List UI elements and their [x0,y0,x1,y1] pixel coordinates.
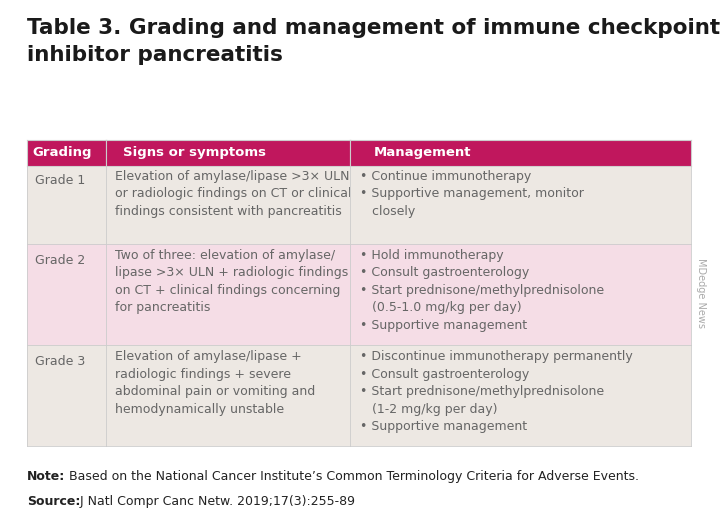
Text: Elevation of amylase/lipase >3× ULN
or radiologic findings on CT or clinical
fin: Elevation of amylase/lipase >3× ULN or r… [115,169,352,218]
Text: • Hold immunotherapy
• Consult gastroenterology
• Start prednisone/methylprednis: • Hold immunotherapy • Consult gastroent… [360,249,604,332]
Text: Source:: Source: [27,495,81,508]
Text: Elevation of amylase/lipase +
radiologic findings + severe
abdominal pain or vom: Elevation of amylase/lipase + radiologic… [115,350,315,416]
Text: • Continue immunotherapy
• Supportive management, monitor
   closely: • Continue immunotherapy • Supportive ma… [360,169,584,218]
Text: J Natl Compr Canc Netw. 2019;17(3):255-89: J Natl Compr Canc Netw. 2019;17(3):255-8… [76,495,356,508]
Text: Grade 2: Grade 2 [35,254,86,267]
Text: Grade 3: Grade 3 [35,355,86,368]
Text: MDedge News: MDedge News [696,258,706,328]
Text: Note:: Note: [27,470,66,483]
Text: inhibitor pancreatitis: inhibitor pancreatitis [27,45,283,65]
Text: Grade 1: Grade 1 [35,174,86,186]
Text: Management: Management [374,146,472,159]
Text: Two of three: elevation of amylase/
lipase >3× ULN + radiologic findings
on CT +: Two of three: elevation of amylase/ lipa… [115,249,348,315]
Text: Table 3. Grading and management of immune checkpoint: Table 3. Grading and management of immun… [27,18,720,39]
Text: Based on the National Cancer Institute’s Common Terminology Criteria for Adverse: Based on the National Cancer Institute’s… [65,470,639,483]
Text: • Discontinue immunotherapy permanently
• Consult gastroenterology
• Start predn: • Discontinue immunotherapy permanently … [360,350,633,433]
Text: Grading: Grading [33,146,92,159]
Text: Signs or symptoms: Signs or symptoms [123,146,266,159]
